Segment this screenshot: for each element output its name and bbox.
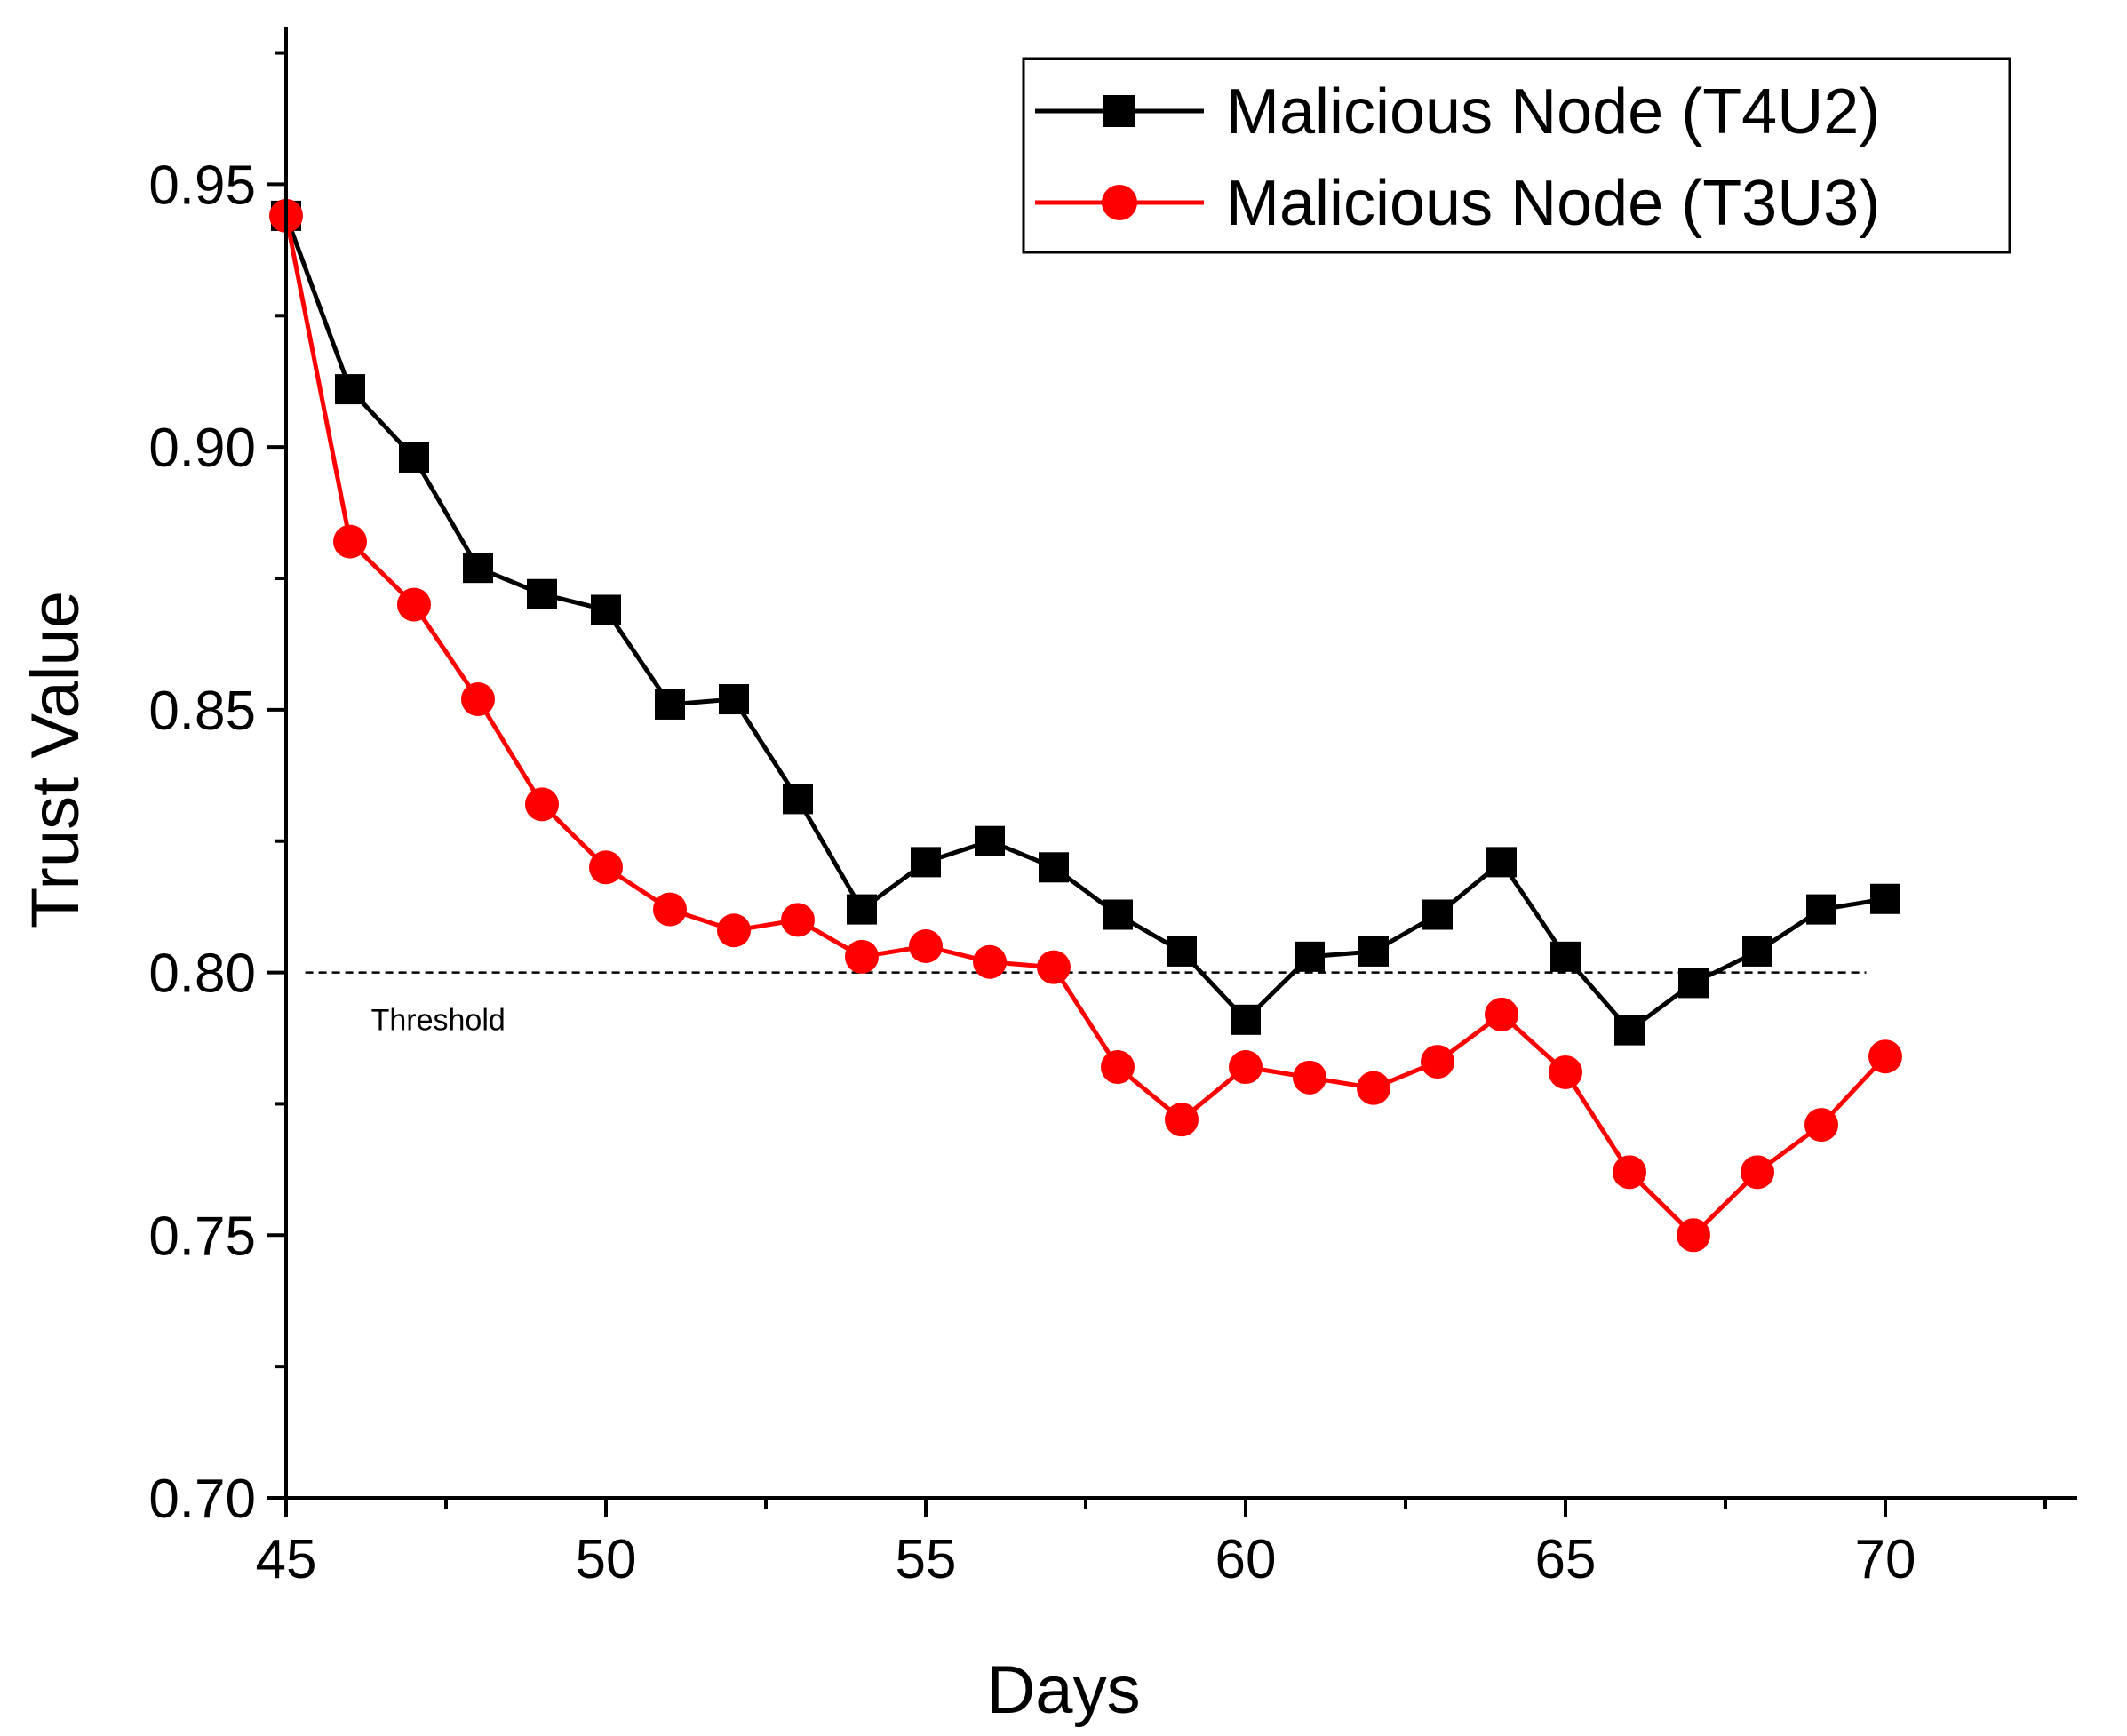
data-point-t3u3 — [1293, 1060, 1326, 1095]
data-point-t4u2 — [847, 894, 877, 925]
data-point-t3u3 — [1677, 1218, 1710, 1253]
data-point-t3u3 — [1485, 997, 1518, 1031]
y-tick-label: 0.95 — [148, 155, 256, 216]
data-point-t4u2 — [463, 553, 493, 584]
data-point-t3u3 — [333, 524, 367, 559]
x-tick-label: 70 — [1855, 1529, 1916, 1590]
data-point-t4u2 — [1550, 941, 1581, 972]
y-axis-title: Trust Value — [18, 591, 93, 928]
x-tick-label: 65 — [1535, 1529, 1597, 1590]
data-point-t4u2 — [1486, 847, 1517, 878]
data-point-t4u2 — [399, 442, 429, 473]
data-point-t4u2 — [719, 684, 749, 715]
data-point-t4u2 — [1806, 894, 1836, 925]
series-line-1 — [283, 215, 1887, 1238]
data-point-t4u2 — [1358, 936, 1389, 967]
data-point-t3u3 — [1868, 1039, 1902, 1074]
y-tick-label: 0.70 — [148, 1469, 256, 1530]
x-tick-label: 45 — [256, 1529, 317, 1590]
data-point-t4u2 — [1167, 936, 1197, 967]
threshold-layer: Threshold — [305, 971, 1867, 1038]
legend: Malicious Node (T4U2) Malicious Node (T3… — [1022, 57, 2011, 254]
legend-label-t4u2: Malicious Node (T4U2) — [1226, 76, 1880, 147]
data-point-t4u2 — [1870, 883, 1900, 914]
data-point-t4u2 — [335, 374, 365, 405]
y-tick-label: 0.90 — [148, 418, 256, 479]
x-tick-label: 60 — [1215, 1529, 1277, 1590]
y-tick-label: 0.75 — [148, 1206, 256, 1267]
x-axis-title: Days — [986, 1652, 1140, 1728]
data-point-t3u3 — [1804, 1108, 1838, 1143]
x-tick-label: 55 — [896, 1529, 957, 1590]
data-point-t4u2 — [1742, 936, 1772, 967]
y-tick-label: 0.85 — [148, 681, 256, 742]
data-point-t3u3 — [1229, 1050, 1263, 1085]
data-point-t4u2 — [1231, 1004, 1261, 1035]
legend-box — [1022, 57, 2011, 254]
data-point-t3u3 — [461, 682, 495, 717]
legend-marker-t4u2 — [1103, 95, 1135, 127]
data-point-t4u2 — [783, 784, 813, 815]
data-point-t4u2 — [1614, 1015, 1645, 1046]
data-point-t4u2 — [591, 594, 621, 625]
data-point-t4u2 — [1422, 899, 1453, 930]
axes-layer: 45 50 55 60 65 70 0.70 0.75 0.80 0.85 0.90 0.95 — [148, 27, 2077, 1590]
data-point-t3u3 — [717, 913, 751, 948]
data-point-t4u2 — [1103, 899, 1133, 930]
data-point-t3u3 — [1101, 1050, 1135, 1085]
data-point-t4u2 — [655, 689, 685, 720]
legend-marker-t3u3 — [1102, 185, 1137, 220]
data-point-t3u3 — [525, 787, 559, 822]
x-tick-label: 50 — [576, 1529, 637, 1590]
data-point-t3u3 — [653, 892, 687, 927]
data-point-t3u3 — [1741, 1155, 1774, 1190]
y-tick-label: 0.80 — [148, 944, 256, 1005]
data-point-t3u3 — [1613, 1155, 1646, 1190]
series-layer — [269, 198, 1902, 1253]
data-point-t4u2 — [527, 578, 557, 609]
data-point-t3u3 — [1421, 1045, 1454, 1079]
threshold-label: Threshold — [371, 1004, 506, 1038]
series-line-0 — [283, 215, 1886, 1033]
data-point-t3u3 — [1037, 950, 1071, 984]
data-point-t3u3 — [1357, 1071, 1390, 1105]
data-point-t3u3 — [781, 903, 815, 937]
legend-label-t3u3: Malicious Node (T3U3) — [1226, 168, 1880, 239]
data-point-t3u3 — [589, 850, 623, 885]
data-point-t3u3 — [845, 939, 879, 974]
data-point-t4u2 — [1678, 968, 1709, 999]
data-point-t3u3 — [1165, 1103, 1199, 1137]
data-point-t3u3 — [973, 944, 1007, 979]
data-point-t4u2 — [1039, 852, 1069, 883]
data-point-t4u2 — [975, 825, 1005, 856]
data-point-t4u2 — [911, 847, 941, 878]
data-point-t3u3 — [1549, 1055, 1582, 1089]
data-point-t4u2 — [1295, 941, 1325, 972]
data-point-t3u3 — [909, 929, 943, 963]
data-point-t3u3 — [397, 587, 431, 622]
